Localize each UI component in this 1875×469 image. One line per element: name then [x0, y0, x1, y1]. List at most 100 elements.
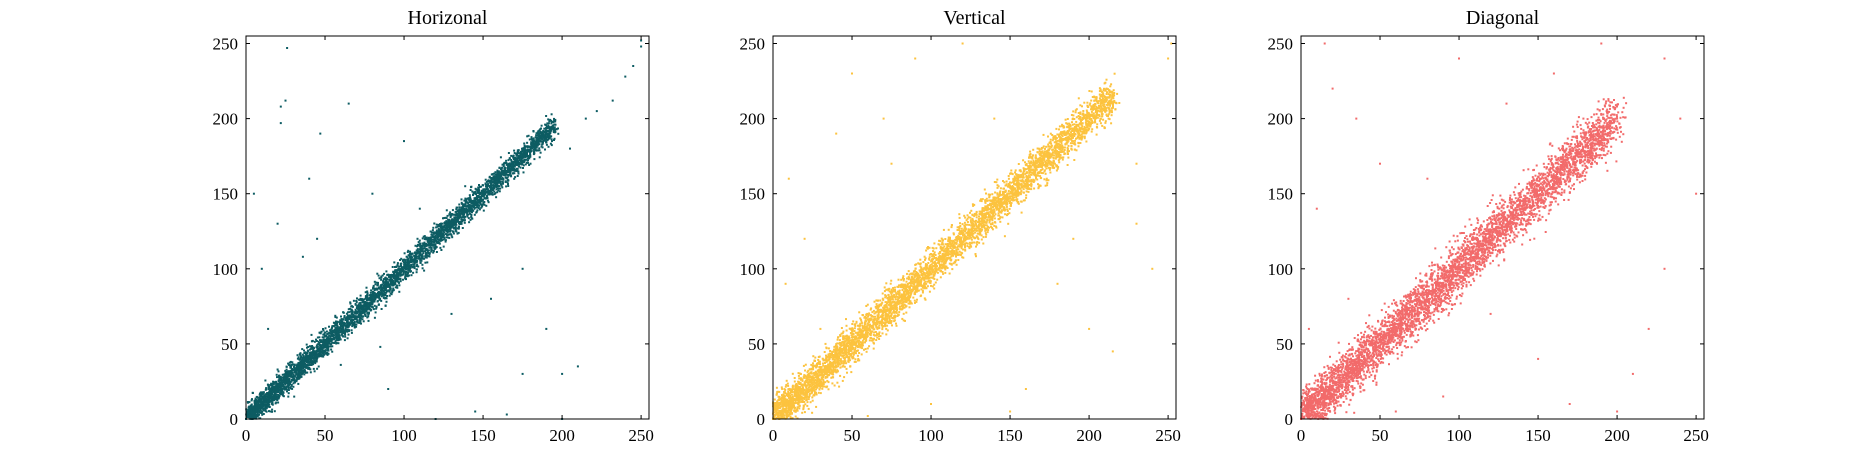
data-point — [267, 405, 269, 408]
data-point — [468, 199, 471, 202]
data-point — [310, 347, 313, 350]
data-point — [355, 323, 358, 326]
data-point — [576, 365, 579, 368]
data-point — [472, 194, 474, 196]
data-point — [297, 382, 300, 385]
data-point — [545, 124, 548, 127]
data-point — [267, 327, 270, 330]
data-point — [906, 272, 908, 275]
data-point — [274, 390, 277, 393]
data-point — [328, 342, 331, 345]
data-point — [313, 352, 316, 355]
data-point — [292, 365, 295, 368]
data-point — [341, 329, 344, 332]
data-point — [327, 352, 330, 355]
data-point — [321, 349, 324, 352]
data-point — [456, 219, 459, 222]
data-point — [896, 308, 898, 311]
data-point — [464, 199, 467, 202]
data-point — [352, 299, 355, 302]
data-point — [270, 389, 273, 392]
data-point — [460, 218, 463, 221]
data-point — [525, 152, 528, 155]
data-point — [957, 259, 960, 261]
data-point — [380, 278, 383, 281]
data-point — [435, 231, 438, 234]
data-point — [472, 203, 475, 206]
data-point — [432, 244, 435, 247]
data-point — [357, 303, 360, 306]
data-point — [507, 164, 510, 167]
data-point — [312, 346, 315, 349]
data-point — [348, 311, 351, 314]
data-point — [546, 133, 549, 136]
data-point — [500, 169, 503, 172]
data-point — [345, 324, 348, 327]
data-point — [815, 405, 818, 408]
data-point — [584, 117, 587, 120]
data-point — [299, 375, 302, 378]
data-point — [326, 332, 329, 335]
data-point — [527, 150, 530, 153]
data-point — [899, 305, 901, 308]
data-point — [324, 345, 326, 348]
data-point — [984, 235, 987, 238]
data-point — [259, 392, 261, 395]
data-point — [376, 294, 379, 297]
data-point — [508, 157, 511, 160]
data-point — [389, 287, 392, 290]
data-point — [399, 274, 402, 277]
data-point — [453, 216, 456, 219]
data-point — [527, 145, 530, 148]
data-point — [338, 321, 341, 324]
data-point — [359, 297, 362, 300]
data-point — [328, 337, 331, 340]
data-point — [340, 323, 343, 325]
data-point — [372, 291, 375, 294]
data-point — [517, 165, 520, 168]
data-point — [399, 270, 402, 273]
data-point — [435, 236, 438, 239]
data-point — [480, 195, 483, 198]
data-point — [428, 246, 431, 249]
data-point — [519, 154, 522, 157]
data-point — [324, 352, 327, 355]
data-point — [526, 161, 528, 164]
data-point — [270, 394, 273, 397]
data-point — [505, 159, 508, 162]
data-point — [287, 362, 290, 365]
data-point — [406, 273, 409, 276]
data-point — [956, 226, 959, 229]
data-point — [348, 323, 351, 326]
data-point — [496, 182, 499, 185]
data-point — [530, 141, 533, 144]
data-point — [400, 274, 403, 277]
data-point — [260, 393, 262, 396]
data-point — [484, 182, 487, 185]
data-point — [986, 231, 989, 234]
data-point — [452, 218, 455, 221]
data-point — [1105, 113, 1108, 116]
data-point — [458, 206, 461, 209]
data-point — [857, 324, 860, 327]
data-point — [951, 248, 954, 251]
data-point — [505, 177, 508, 179]
data-point — [278, 374, 280, 377]
data-point — [392, 282, 394, 285]
data-point — [318, 348, 321, 351]
data-point — [516, 157, 519, 160]
data-point — [542, 134, 545, 137]
data-point — [436, 240, 439, 243]
data-point — [498, 171, 501, 174]
data-point — [775, 392, 778, 395]
data-point — [289, 369, 292, 372]
data-point — [459, 214, 462, 217]
data-point — [287, 381, 290, 384]
data-point — [463, 209, 465, 212]
data-point — [339, 321, 342, 324]
data-point — [408, 255, 411, 258]
data-point — [804, 363, 807, 366]
data-point — [372, 286, 375, 289]
data-point — [469, 196, 472, 199]
data-point — [552, 128, 555, 131]
